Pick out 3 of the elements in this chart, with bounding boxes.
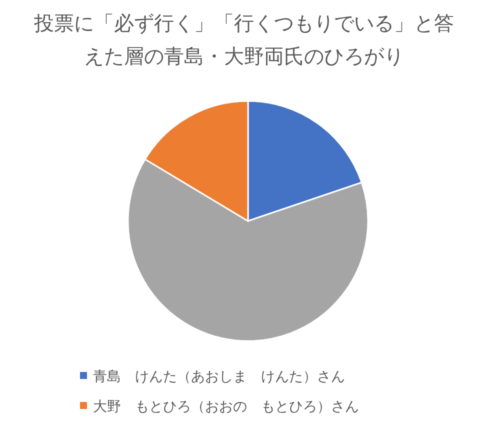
legend-label: 青島 けんた（あおしま けんた）さん — [93, 369, 345, 385]
legend-label: 大野 もとひろ（おおの もとひろ）さん — [93, 399, 359, 415]
chart-title: 投票に「必ず行く」「行くつもりでいる」と答えた層の青島・大野両氏のひろがり — [33, 11, 454, 68]
